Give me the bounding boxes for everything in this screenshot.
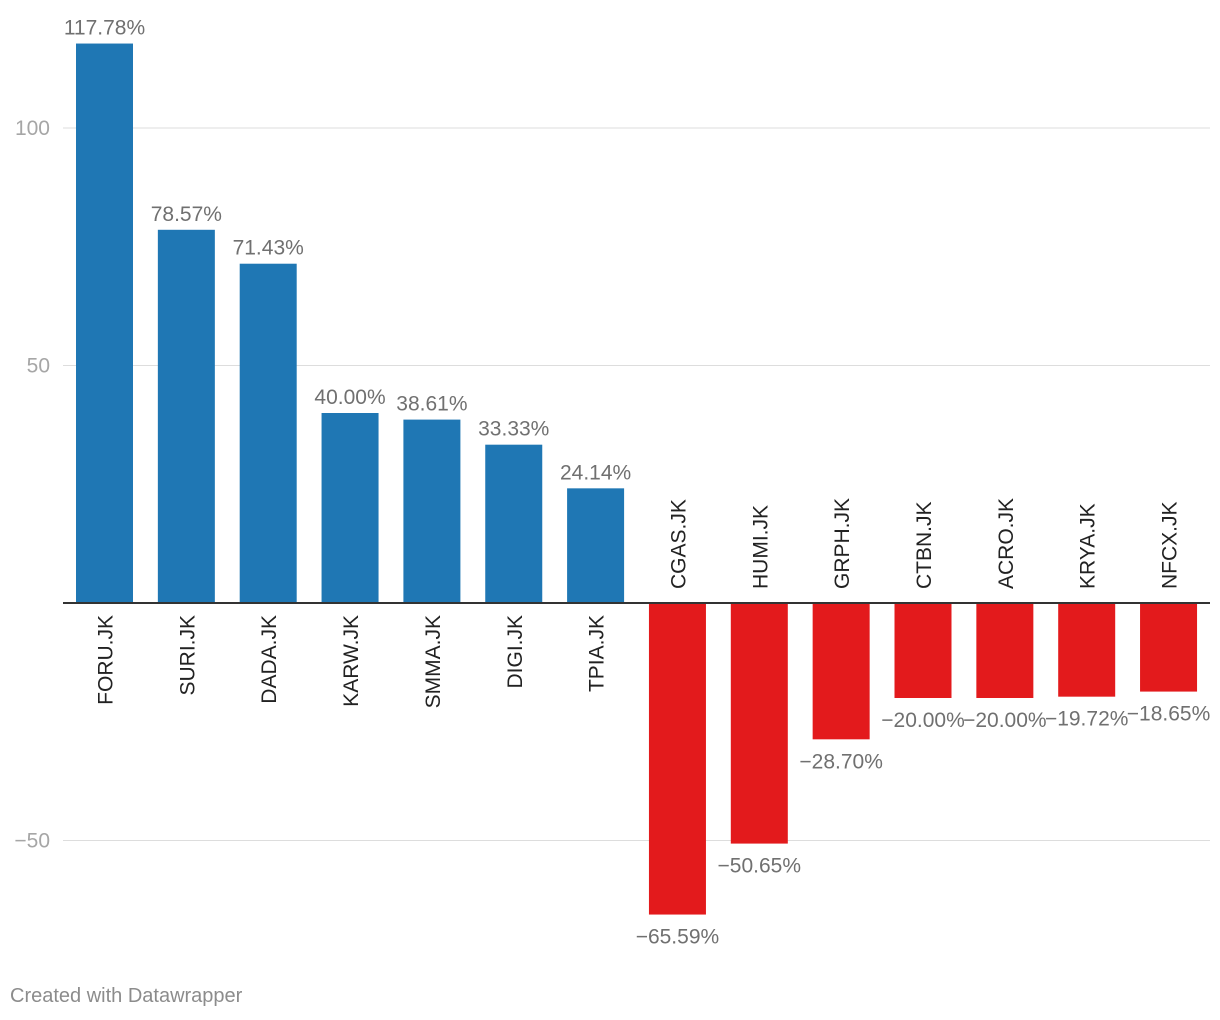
data-label: 33.33% — [478, 418, 549, 441]
data-label: −19.72% — [1045, 708, 1129, 731]
data-label: 38.61% — [396, 393, 467, 416]
bar — [485, 444, 543, 603]
bar — [239, 263, 297, 603]
bar — [157, 229, 215, 604]
category-label: SMMA.JK — [422, 615, 445, 708]
y-tick-label: 50 — [27, 355, 50, 378]
bars — [76, 43, 1198, 915]
bar — [403, 419, 461, 603]
category-labels: FORU.JK SURI.JK DADA.JK KARW.JK SMMA.JK DIGI.… — [95, 498, 1182, 708]
data-label: −18.65% — [1127, 703, 1211, 726]
data-label: 40.00% — [314, 386, 385, 409]
category-label: KARW.JK — [340, 615, 363, 707]
category-label: TPIA.JK — [586, 615, 609, 692]
bar — [812, 603, 870, 740]
category-label: DADA.JK — [258, 615, 281, 704]
gridlines: 100 50 −50 — [14, 117, 1210, 853]
category-label: ACRO.JK — [995, 498, 1018, 589]
bar-chart: 100 50 −50 117.78% 78.57% 71.43% 40.00% 38.61%… — [14, 17, 1210, 949]
category-label: GRPH.JK — [831, 498, 854, 589]
y-tick-label: −50 — [14, 830, 50, 853]
bar — [894, 603, 952, 698]
bar — [976, 603, 1034, 698]
bar — [76, 43, 133, 604]
y-tick-label: 100 — [15, 117, 50, 140]
category-label: DIGI.JK — [504, 615, 527, 689]
data-label: −28.70% — [799, 750, 883, 773]
category-label: CGAS.JK — [667, 499, 690, 589]
category-label: NFCX.JK — [1159, 501, 1182, 589]
data-label: −20.00% — [963, 709, 1047, 732]
category-label: CTBN.JK — [913, 501, 936, 589]
data-label: 78.57% — [151, 203, 222, 226]
data-label: 71.43% — [233, 237, 304, 260]
bar — [648, 603, 706, 915]
data-label: −65.59% — [636, 926, 720, 949]
data-label: −50.65% — [718, 855, 802, 878]
category-label: SURI.JK — [176, 615, 199, 696]
category-label: KRYA.JK — [1077, 503, 1100, 589]
data-label: 24.14% — [560, 461, 631, 484]
bar — [321, 413, 379, 603]
bar — [1140, 603, 1198, 692]
category-label: HUMI.JK — [749, 505, 772, 589]
bar — [730, 603, 788, 844]
data-label: −20.00% — [881, 709, 965, 732]
data-label: 117.78% — [64, 17, 145, 40]
data-labels: 117.78% 78.57% 71.43% 40.00% 38.61% 33.33% 24.… — [64, 17, 1210, 949]
bar — [1058, 603, 1116, 697]
bar — [567, 488, 625, 603]
footer-credit: Created with Datawrapper — [10, 985, 243, 1007]
category-label: FORU.JK — [95, 615, 118, 705]
